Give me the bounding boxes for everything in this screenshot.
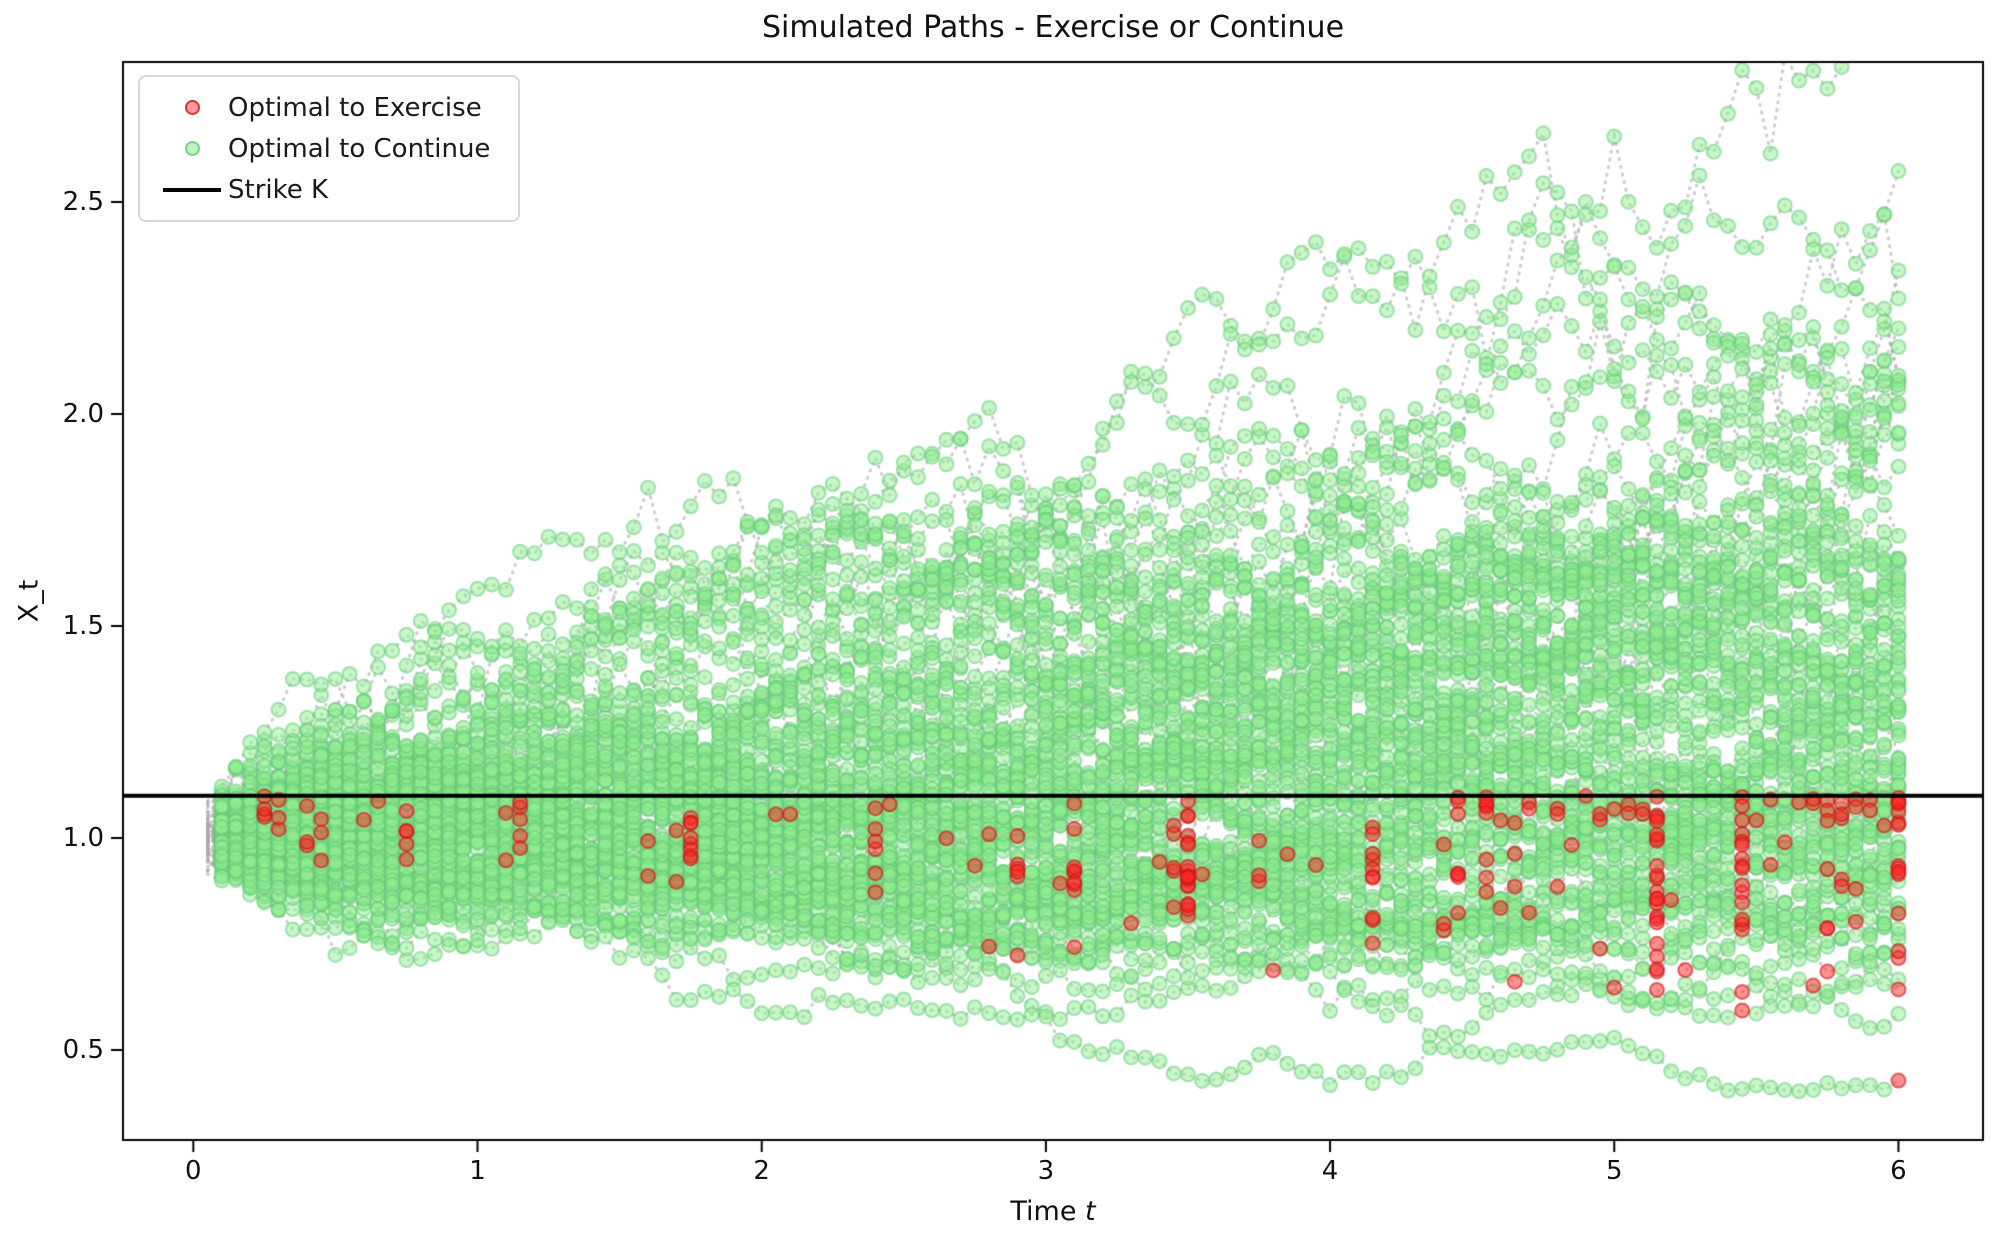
y-tick-label-4: 2.5 <box>62 186 104 217</box>
y-tick-label-1: 1.0 <box>62 823 104 854</box>
y-tick-label-0: 0.5 <box>62 1035 104 1066</box>
legend-item-exercise: Optimal to Exercise <box>156 87 504 128</box>
continue-dot-icon <box>184 141 200 156</box>
legend-marker-cell <box>156 141 228 156</box>
legend-label-strike: Strike K <box>228 174 329 205</box>
x-tick-label-6: 6 <box>1890 1156 1907 1186</box>
x-tick-label-1: 1 <box>469 1156 486 1186</box>
legend: Optimal to Exercise Optimal to Continue … <box>138 75 520 222</box>
legend-label-exercise: Optimal to Exercise <box>228 92 482 123</box>
legend-item-continue: Optimal to Continue <box>156 128 504 169</box>
exercise-dot-icon <box>184 100 200 115</box>
x-tick-label-5: 5 <box>1605 1156 1623 1186</box>
y-tick-label-2: 1.5 <box>62 611 104 642</box>
x-tick-label-2: 2 <box>753 1156 770 1186</box>
legend-label-continue: Optimal to Continue <box>228 133 491 164</box>
strike-line-icon <box>163 187 221 192</box>
legend-marker-cell <box>156 100 228 115</box>
legend-marker-cell <box>156 187 228 192</box>
x-tick-label-0: 0 <box>185 1156 202 1186</box>
chart-title: Simulated Paths - Exercise or Continue <box>761 10 1345 45</box>
x-tick-label-4: 4 <box>1321 1156 1339 1186</box>
legend-item-strike: Strike K <box>156 169 504 210</box>
x-axis-label-text: Time <box>1010 1196 1086 1227</box>
y-tick-label-3: 2.0 <box>62 398 104 429</box>
x-axis-label-variable: t <box>1085 1196 1096 1227</box>
x-tick-label-3: 3 <box>1037 1156 1055 1186</box>
x-axis-label: Time t <box>1010 1196 1095 1227</box>
